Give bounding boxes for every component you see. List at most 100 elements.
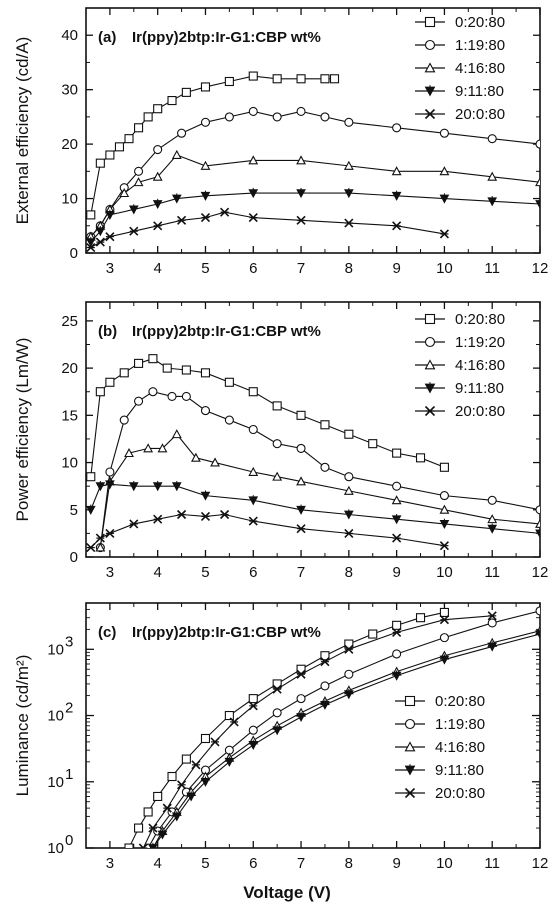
x-tick-label: 12 [532,564,549,581]
series-0:20:80 [86,354,449,482]
x-axis: 3 4 5 6 7 8 9 10 11 12 [106,302,549,581]
plot-frame [85,301,541,558]
data-point [296,155,306,165]
legend-label: 0:20:80 [435,693,485,710]
data-point [296,711,306,723]
y-tick-label: 10 [47,708,64,725]
y-axis: 0 5 10 15 20 25 [61,313,540,566]
data-point [148,387,158,397]
data-point [95,480,106,492]
legend-marker [424,405,436,417]
x-tick-label: 11 [484,855,500,872]
data-point [105,467,115,477]
data-point [171,811,182,822]
data-point [487,171,498,181]
data-point [344,472,354,482]
data-point [439,633,449,643]
x-tick-label: 7 [297,260,305,277]
data-point [248,516,258,526]
legend-marker [404,764,416,776]
data-point [344,429,354,439]
data-point [153,145,163,155]
data-point [119,368,129,378]
legend-marker [424,16,436,28]
data-point [415,453,426,463]
y-tick-label: 15 [61,407,78,424]
legend: 0:20:80 1:19:80 4:16:80 9:11:80 20:0:80 [415,14,505,123]
data-point [439,607,449,617]
data-point [368,439,378,449]
data-point [391,190,402,201]
data-point [86,236,96,248]
x-tick-label: 8 [345,260,353,277]
data-point [391,514,402,525]
data-point [272,708,282,718]
legend-label: 20:0:80 [455,403,505,420]
data-point [200,406,211,416]
x-tick-label: 3 [106,564,114,581]
y-tick-label: 10 [47,840,64,857]
data-point [415,613,426,623]
legend-marker [424,382,436,394]
series-line [90,211,445,249]
data-point [153,104,163,114]
y-tick-label: 20 [61,360,78,377]
data-point [124,447,134,458]
data-point [124,134,134,144]
data-point [86,242,96,253]
data-point [343,160,354,170]
data-point [148,354,158,364]
data-point [143,112,153,122]
data-point [167,96,177,106]
data-point [95,533,105,543]
data-point [535,198,540,210]
data-point [181,87,191,97]
legend-marker [404,741,416,752]
x-tick-label: 6 [249,260,257,277]
y-tick-label: 20 [61,136,78,153]
data-point [224,415,234,425]
data-point [272,725,282,736]
panel-title: Ir(ppy)2btp:Ir-G1:CBP wt% [132,624,321,641]
series-9:11:80 [86,479,540,539]
data-point [220,207,230,217]
data-point [344,187,354,199]
data-point [272,74,282,84]
data-point [190,452,201,462]
data-point [152,480,163,492]
series-20:0:80 [86,509,449,553]
data-point [200,160,211,170]
data-point [439,541,449,551]
legend-label: 20:0:80 [435,785,485,802]
data-point [391,495,402,505]
data-point [162,803,172,813]
x-tick-label: 10 [436,564,453,581]
data-point [344,669,354,679]
data-point [95,158,105,168]
data-point [171,480,182,492]
data-point [152,198,163,210]
data-point [320,462,330,472]
data-point [535,606,540,616]
x-tick-label: 4 [154,260,162,277]
data-point [134,358,144,368]
legend-label: 20:0:80 [455,106,505,123]
data-point [129,519,139,529]
y-tick-label: 0 [70,549,78,566]
data-point [439,128,449,138]
data-point [392,620,402,630]
legend-label: 0:20:80 [455,14,505,31]
data-point [391,670,402,681]
data-point [439,615,449,625]
panel-label: (a) [98,29,116,46]
data-point [138,843,148,848]
y-tick-label: 5 [70,502,78,519]
legend-marker [424,39,436,51]
data-point [191,760,201,770]
data-point [95,542,106,552]
x-tick-label: 9 [392,260,400,277]
